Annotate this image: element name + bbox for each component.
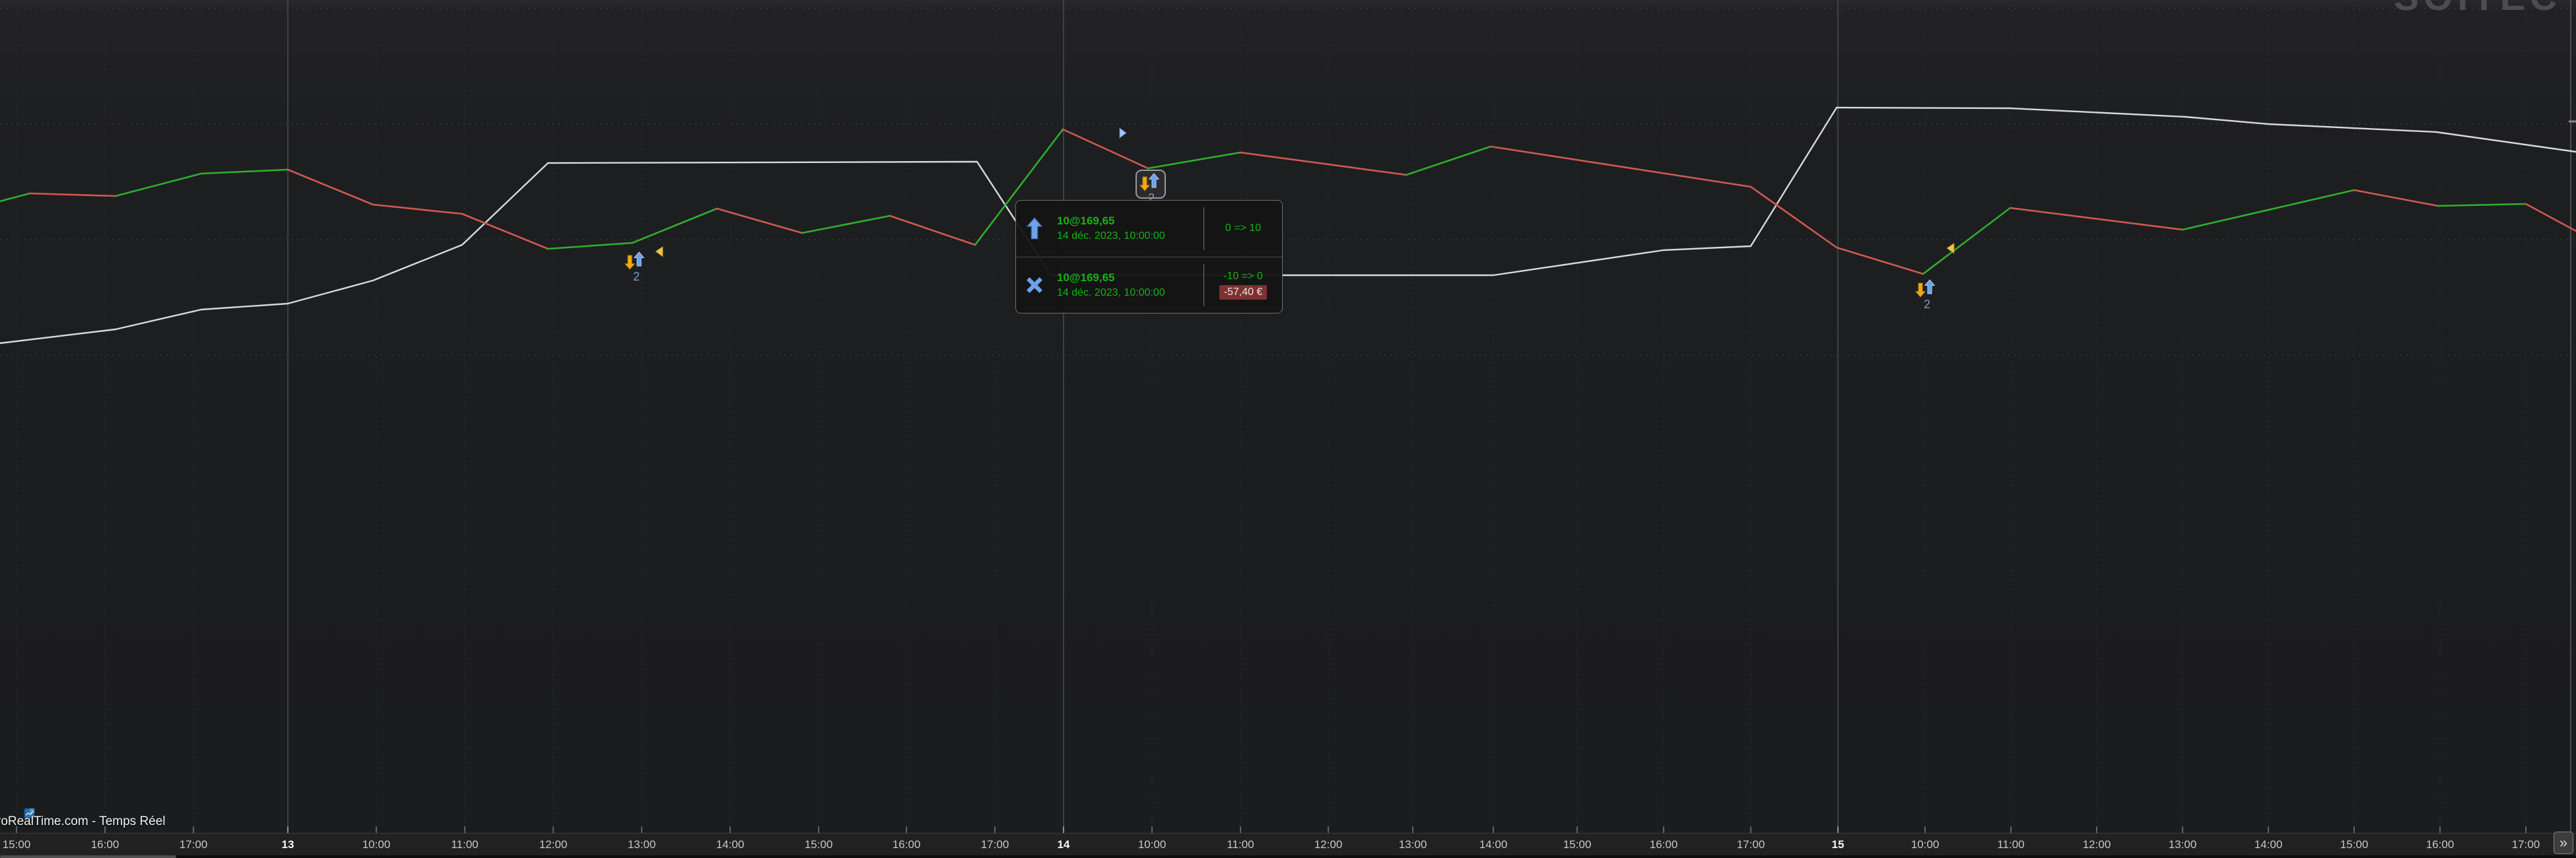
trade-datetime: 14 déc. 2023, 10:00:00 [1057, 286, 1165, 298]
price-series-segment [974, 128, 1064, 246]
price-series-segment [1062, 128, 1149, 170]
close-position-icon [1027, 277, 1046, 293]
price-series-segment [1489, 145, 1752, 188]
price-series-segment [716, 207, 803, 234]
yellow-flag-icon[interactable] [1946, 242, 1955, 259]
price-series-segment [1405, 145, 1492, 176]
trade-qty-price: 10@169,65 [1057, 271, 1115, 284]
axis-tick-label: 15:00 [2340, 838, 2369, 851]
axis-tick-label: 13 [281, 838, 294, 851]
axis-tick-label: 15:00 [804, 838, 833, 851]
trade-datetime: 14 déc. 2023, 10:00:00 [1057, 230, 1165, 242]
price-series-segment [2437, 203, 2527, 207]
price-series-segment [2009, 207, 2184, 231]
price-series-segment [28, 192, 117, 197]
trade-marker-group[interactable]: 2 [624, 251, 648, 284]
axis-tick-label: 10:00 [362, 838, 391, 851]
chart-canvas[interactable] [0, 0, 2576, 833]
axis-tick-label: 15:00 [2, 838, 31, 851]
axis-tick-label: 14 [1057, 838, 1070, 851]
time-axis[interactable]: » 15:00 16:00 17:00 13 10:00 11:00 12:00 13:00 1… [0, 832, 2576, 856]
axis-tick-label: 10:00 [1911, 838, 1940, 851]
axis-tick-label: 15 [1831, 838, 1845, 851]
axis-tick-label: 12:00 [539, 838, 568, 851]
trade-tooltip: 10@169,65 14 déc. 2023, 10:00:00 0 => 10 10… [1015, 200, 1283, 314]
yellow-flag-icon[interactable] [654, 246, 664, 262]
trade-pnl-badge: -57,40 € [1219, 284, 1268, 300]
price-series-segment [1922, 207, 2012, 275]
sell-arrow-icon[interactable] [624, 255, 636, 273]
axis-tick-label: 13:00 [1398, 838, 1427, 851]
price-series-segment [1239, 151, 1407, 176]
price-series-segment [200, 168, 289, 175]
price-series-segment [801, 214, 891, 234]
price-series-segment [461, 213, 549, 250]
buy-arrow-icon[interactable] [1924, 279, 1936, 298]
axis-tick-label: 16:00 [90, 838, 119, 851]
price-series-segment [2353, 189, 2439, 207]
price-series-segment [631, 207, 718, 244]
axis-tick-label: 12:00 [1314, 838, 1343, 851]
price-series-segment [1147, 151, 1242, 170]
axis-tick-label: 16:00 [2425, 838, 2455, 851]
price-series-segment [2181, 189, 2356, 231]
axis-scrollbar-thumb[interactable] [0, 855, 176, 858]
trade-count-label: 2 [1147, 191, 1155, 205]
axis-tick-label: 13:00 [2168, 838, 2197, 851]
price-series-segment [114, 172, 203, 197]
axis-tick-label: 10:00 [1137, 838, 1167, 851]
price-series-segment [287, 168, 374, 206]
trade-count-label: 2 [1923, 298, 1930, 311]
price-series-segment [2525, 203, 2576, 232]
axis-tick-label: 17:00 [2511, 838, 2540, 851]
marker-selection-box [1135, 170, 1166, 199]
axis-tick-label: 14:00 [2254, 838, 2283, 851]
baseline-series [0, 106, 2576, 345]
axis-tick-label: 12:00 [2082, 838, 2111, 851]
sell-arrow-icon[interactable] [1139, 176, 1151, 195]
position-change: -10 => 0 [1223, 270, 1263, 282]
trade-count-label: 2 [632, 270, 640, 283]
price-series-segment [889, 214, 976, 246]
blue-flag-icon[interactable] [1118, 127, 1128, 142]
axis-tick-label: 11:00 [1997, 838, 2025, 851]
axis-tick-label: 17:00 [1736, 838, 1765, 851]
position-change: 0 => 10 [1225, 222, 1262, 234]
price-series-segment [1749, 185, 1838, 249]
axis-tick-label: 17:00 [179, 838, 208, 851]
tooltip-row: 10@169,65 14 déc. 2023, 10:00:00 -10 => 0 -… [1016, 256, 1282, 314]
buy-entry-icon [1027, 217, 1046, 240]
axis-scrollbar[interactable] [0, 855, 2576, 858]
price-series-segment [0, 192, 31, 203]
price-series-segment [372, 203, 463, 215]
axis-tick-label: 13:00 [627, 838, 656, 851]
axis-tick-label: 17:00 [980, 838, 1009, 851]
tooltip-row: 10@169,65 14 déc. 2023, 10:00:00 0 => 10 [1016, 201, 1282, 257]
trade-qty-price: 10@169,65 [1057, 214, 1115, 228]
chart-area[interactable]: SOITEC 2 2 2 10@169,65 14 déc. 2023, 10:00:… [0, 0, 2576, 833]
trade-marker-group[interactable]: 2 [1915, 279, 1939, 312]
axis-tick-label: 15:00 [1563, 838, 1592, 851]
scroll-right-button[interactable]: » [2554, 832, 2573, 854]
axis-tick-label: 16:00 [892, 838, 921, 851]
brand-doc-icon [24, 808, 35, 822]
axis-tick-label: 11:00 [451, 838, 479, 851]
trade-marker-group[interactable]: 2 [1135, 170, 1166, 206]
buy-arrow-icon[interactable] [1148, 173, 1160, 191]
price-series-segment [1835, 246, 1924, 275]
axis-tick-label: 11:00 [1227, 838, 1254, 851]
sell-arrow-icon[interactable] [1915, 282, 1926, 301]
buy-arrow-icon[interactable] [633, 251, 645, 270]
instrument-watermark: SOITEC [2394, 0, 2561, 19]
price-series-segment [547, 242, 634, 250]
prorealtime-brand-link[interactable]: roRealTime.com - Temps Réel [0, 814, 166, 828]
axis-tick-label: 14:00 [716, 838, 745, 851]
axis-tick-label: 16:00 [1649, 838, 1678, 851]
axis-tick-label: 14:00 [1479, 838, 1508, 851]
